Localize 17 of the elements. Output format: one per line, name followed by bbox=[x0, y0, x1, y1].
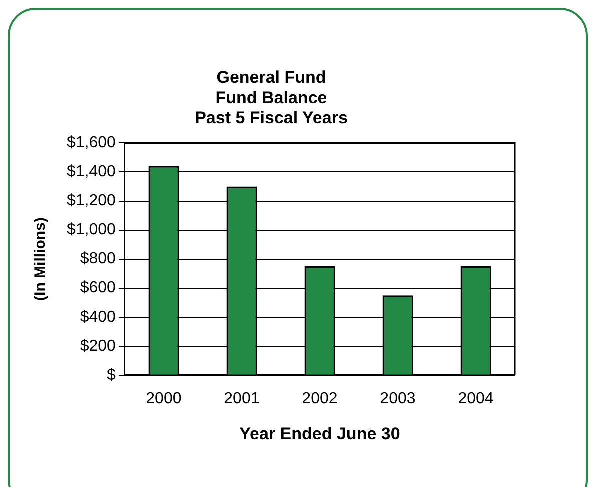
y-tick-label: $1,400 bbox=[67, 164, 116, 181]
y-tick-label: $600 bbox=[80, 280, 116, 297]
y-tick-label: $1,200 bbox=[67, 192, 116, 210]
y-tick-label: $800 bbox=[80, 250, 116, 268]
x-tick-label: 2000 bbox=[146, 390, 182, 408]
y-axis-title: (In Millions) bbox=[32, 218, 50, 301]
y-tick-label: $ bbox=[107, 366, 116, 384]
y-tick-label: $400 bbox=[80, 308, 116, 326]
x-tick-label: 2003 bbox=[380, 390, 416, 408]
chart-title: General Fund Fund Balance Past 5 Fiscal Years bbox=[195, 68, 348, 128]
y-tick-label: $1,600 bbox=[67, 134, 116, 152]
y-tick-label: $200 bbox=[80, 338, 116, 355]
x-tick-label: 2002 bbox=[302, 390, 338, 408]
x-tick-label: 2004 bbox=[458, 390, 494, 408]
y-tick-label: $1,000 bbox=[67, 222, 116, 239]
x-tick-label: 2001 bbox=[224, 390, 260, 408]
x-axis-title: Year Ended June 30 bbox=[240, 424, 400, 444]
